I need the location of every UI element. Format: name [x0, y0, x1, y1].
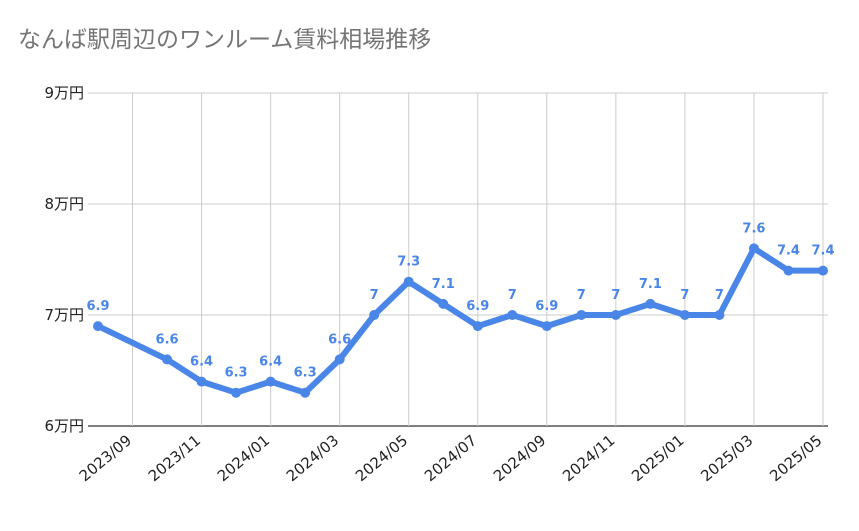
data-label: 7.4 — [777, 244, 800, 259]
y-tick-label: 9万円 — [44, 84, 84, 102]
x-tick-label: 2024/11 — [559, 431, 618, 485]
x-tick-label: 2024/03 — [283, 431, 342, 485]
x-tick-label: 2025/03 — [697, 431, 756, 485]
x-tick-label: 2023/09 — [76, 431, 135, 485]
x-tick-label: 2024/09 — [490, 431, 549, 485]
y-axis-labels: 6万円 7万円 8万円 9万円 — [44, 84, 84, 435]
data-point — [714, 310, 725, 320]
data-point — [93, 321, 103, 332]
data-label: 6.6 — [156, 332, 179, 347]
series-line — [95, 245, 826, 396]
data-label: 6.9 — [86, 299, 109, 314]
data-label: 6.4 — [259, 355, 282, 370]
data-label: 6.9 — [535, 299, 558, 314]
data-label: 7 — [370, 288, 379, 303]
data-point — [610, 310, 621, 320]
data-point — [403, 276, 414, 287]
data-label: 7 — [680, 288, 689, 303]
x-tick-label: 2024/01 — [214, 431, 273, 485]
data-label: 7.1 — [639, 277, 662, 292]
data-point — [748, 243, 759, 254]
data-point — [818, 265, 828, 276]
data-label: 6.6 — [328, 332, 351, 347]
data-point — [507, 310, 518, 320]
data-label: 6.3 — [225, 366, 248, 381]
y-tick-label: 7万円 — [44, 306, 84, 324]
data-points — [93, 243, 828, 398]
data-label: 7 — [508, 288, 517, 303]
data-label: 6.3 — [294, 366, 317, 381]
grid-lines — [88, 92, 828, 427]
series-polyline — [95, 245, 826, 396]
data-labels: 6.9 6.6 6.4 6.3 6.4 6.3 6.6 7 7.3 7.1 6.9 7 6.9 7 7 7.1… — [86, 221, 834, 380]
data-label: 6.9 — [466, 299, 489, 314]
data-point — [196, 376, 207, 387]
data-label: 7 — [611, 288, 620, 303]
data-point — [369, 310, 380, 320]
x-tick-label: 2024/07 — [421, 431, 480, 485]
data-label: 7.4 — [811, 244, 834, 259]
y-tick-label: 8万円 — [44, 195, 84, 213]
data-label: 6.4 — [190, 355, 213, 370]
x-tick-label: 2025/01 — [628, 431, 687, 485]
x-tick-label: 2025/05 — [766, 431, 825, 485]
y-tick-label: 6万円 — [44, 417, 84, 435]
data-point — [783, 265, 794, 276]
data-label: 7.1 — [432, 277, 455, 292]
data-label: 7.3 — [397, 255, 420, 270]
data-point — [231, 387, 242, 398]
data-point — [162, 354, 173, 365]
data-point — [645, 298, 656, 309]
data-point — [541, 321, 552, 332]
data-label: 7 — [577, 288, 586, 303]
x-axis-labels: 2023/09 2023/11 2024/01 2024/03 2024/05 2024/… — [76, 431, 826, 485]
data-point — [472, 321, 483, 332]
chart-title: なんば駅周辺のワンルーム賃料相場推移 — [18, 27, 432, 53]
data-point — [265, 376, 276, 387]
data-point — [334, 354, 345, 365]
data-label: 7 — [715, 288, 724, 303]
data-label: 7.6 — [742, 221, 765, 236]
data-point — [576, 310, 587, 320]
data-point — [300, 387, 311, 398]
x-tick-label: 2023/11 — [145, 431, 204, 485]
x-tick-label: 2024/05 — [352, 431, 411, 485]
data-point — [679, 310, 690, 320]
data-point — [438, 298, 449, 309]
